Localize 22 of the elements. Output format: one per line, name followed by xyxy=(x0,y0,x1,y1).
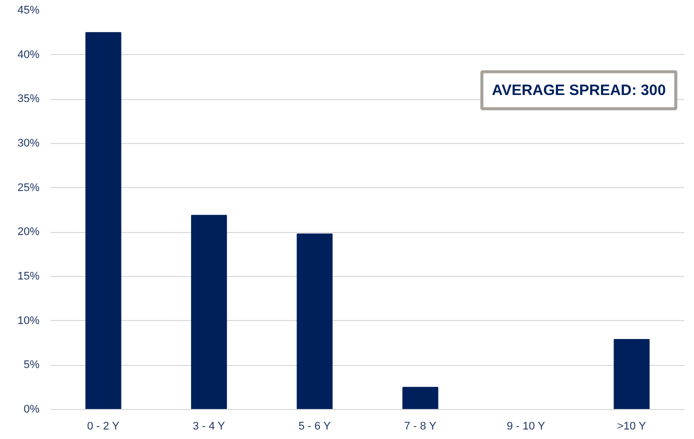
bar xyxy=(614,338,650,410)
bar xyxy=(85,32,122,410)
y-tick-label: 10% xyxy=(17,314,40,327)
bar xyxy=(402,386,438,410)
bar xyxy=(296,233,333,410)
y-tick-label: 5% xyxy=(24,359,40,372)
x-tick-label: 7 - 8 Y xyxy=(404,420,437,432)
x-tick-label: 9 - 10 Y xyxy=(506,420,546,432)
y-tick-label: 40% xyxy=(17,48,40,61)
y-tick-label: 45% xyxy=(17,4,40,16)
x-tick-label: 3 - 4 Y xyxy=(192,420,226,432)
y-tick-label: 30% xyxy=(17,138,40,150)
y-tick-label: 20% xyxy=(17,226,40,238)
y-tick-label: 15% xyxy=(17,270,40,282)
y-tick-label: 25% xyxy=(17,182,40,194)
x-tick-label: 5 - 6 Y xyxy=(298,420,332,432)
annotation: AVERAGE SPREAD: 300 xyxy=(492,82,666,99)
x-tick-label: >10 Y xyxy=(617,420,647,432)
y-tick-label: 0% xyxy=(24,404,40,416)
x-tick-label: 0 - 2 Y xyxy=(87,420,120,432)
bar xyxy=(191,214,227,410)
y-tick-label: 35% xyxy=(17,93,40,106)
